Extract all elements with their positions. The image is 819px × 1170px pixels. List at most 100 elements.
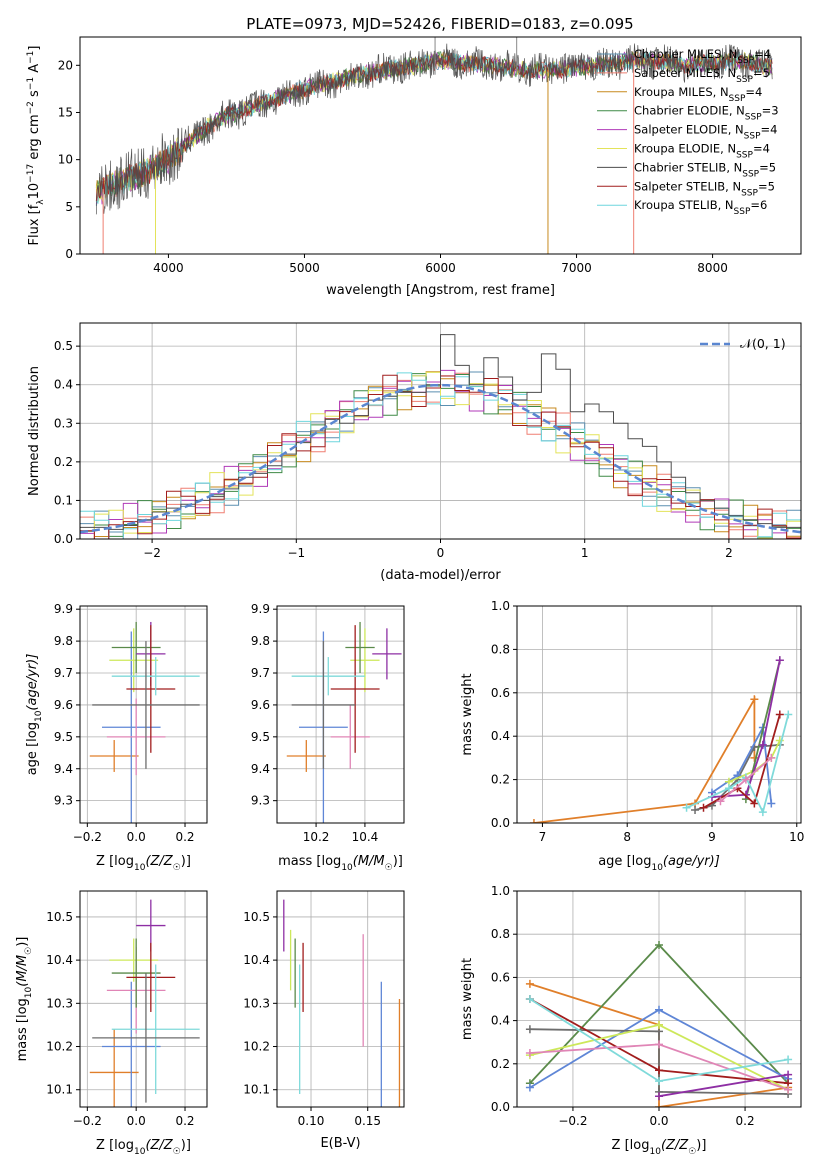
age_vs_mass-ytick-label: 9.7 <box>251 666 270 680</box>
spectrum-ylabel-part: A <box>27 64 42 77</box>
age_vs_Z-xtick-label: −0.2 <box>73 830 102 844</box>
residuals-ylabel: Normed distribution <box>27 366 42 496</box>
spectrum-ytick-label: 15 <box>58 105 73 119</box>
chart-mass_vs_Z: −0.2 0.0 0.210.110.210.310.410.5Z [log10(Z… <box>15 890 208 1157</box>
spectrum-ylabel-part: s <box>27 90 42 101</box>
residuals-ytick-label: 0.4 <box>54 378 73 392</box>
age-vs-z-xlabel-part: )] <box>181 854 191 869</box>
weight_vs_age-series-line <box>533 695 756 823</box>
spectrum-ylabel-part: Flux [f <box>27 204 42 245</box>
residuals-ytick-label: 0.0 <box>54 532 73 546</box>
chart-weight_vs_Z: −0.2 0.0 0.2 0.0 0.2 0.4 0.6 0.8 1.0 Z [log10(Z/Z… <box>460 884 802 1157</box>
weight_vs_Z-marker <box>655 1040 663 1049</box>
legend-label-krou_elodie-part: Kroupa ELODIE, N <box>634 142 736 156</box>
legend-label-krou_miles-part: Kroupa MILES, N <box>634 85 729 99</box>
weight_vs_Z-marker <box>525 979 534 988</box>
age_vs_mass-ytick-label: 9.8 <box>251 634 270 648</box>
chart-spectrum: 4000 5000 6000 7000 8000 0 5 10 15 20 Chabrier MIL… <box>26 36 802 298</box>
chart-age_vs_mass: 10.2 10.4 9.3 9.4 9.5 9.6 9.7 9.8 9.9 mass [log10… <box>251 602 405 873</box>
weight_vs_Z-xlabel: Z [log10(Z/Z☉)] <box>612 1138 707 1157</box>
legend-label-krou_miles: Kroupa MILES, NSSP=4 <box>634 85 762 104</box>
weight_vs_Z-ytick-label: 0.2 <box>491 1057 510 1071</box>
spectrum-ylabel-part: 10 <box>27 183 42 200</box>
age_vs_mass-grid <box>277 606 404 823</box>
mass_vs_Z-xtick-label: −0.2 <box>73 1114 102 1128</box>
weight_vs_age-xtick-label: 7 <box>539 830 547 844</box>
age-vs-mass-xlabel-part: )] <box>393 854 403 869</box>
weight_vs_age-marker <box>699 803 708 812</box>
age_vs_mass-frame <box>276 605 405 824</box>
residuals-ytick-label: 0.3 <box>54 416 73 430</box>
age-vs-z-xlabel-part: Z [log <box>96 854 134 869</box>
mass_vs_Z-xtick-label: 0.2 <box>175 1114 194 1128</box>
weight_vs_age-marker <box>750 799 759 808</box>
weight_vs_age-marker <box>775 656 784 665</box>
weight_vs_age-content <box>529 656 793 823</box>
age_vs_mass-ytick-label: 9.6 <box>251 698 270 712</box>
residuals-xtick-label: 2 <box>725 546 733 560</box>
figure-title: PLATE=0973, MJD=52426, FIBERID=0183, z=0… <box>246 15 633 33</box>
spectrum-ylabel-part: −2 <box>26 101 36 114</box>
weight_vs_Z-ytick-label: 0.4 <box>491 1014 510 1028</box>
weight_vs_age-series-line <box>711 724 773 804</box>
legend-label-krou_elodie-part: =4 <box>753 142 770 156</box>
weight_vs_Z-ylabel: mass weight <box>460 958 475 1040</box>
age-vs-z-ylabel-part: 10 <box>34 710 44 722</box>
weight_vs_Z-marker <box>784 1055 793 1064</box>
weight_vs_age-ylabel: mass weight <box>460 673 475 755</box>
mass-vs-z-ylabel-part: )] <box>15 937 30 947</box>
residuals-ytick-label: 0.5 <box>54 339 73 353</box>
mass-vs-z-ylabel-part: mass [log <box>15 998 30 1061</box>
mass-vs-ebv-xlabel: E(B-V) <box>320 1136 360 1151</box>
age-vs-z-xlabel-part: 10 <box>134 863 146 873</box>
weight_vs_Z-marker <box>525 1049 534 1057</box>
mass-vs-z-ylabel-part: 10 <box>24 986 34 998</box>
legend-label-krou_miles-part: SSP <box>729 94 746 104</box>
age_vs_mass-xtick-label: 10.2 <box>303 830 330 844</box>
residuals-ytick-label: 0.1 <box>54 493 73 507</box>
weight_vs_Z-marker <box>655 1092 663 1101</box>
spectrum-xtick-label: 8000 <box>697 261 728 275</box>
age_vs_Z-ytick-label: 9.9 <box>54 602 73 616</box>
age_vs_mass-ytick-label: 9.5 <box>251 730 270 744</box>
weight_vs_Z-marker <box>655 941 663 949</box>
mass_vs_ebv-frame <box>276 890 405 1108</box>
legend-label-krou_stelib-part: SSP <box>734 207 751 217</box>
spectrum-ylabel-part: −1 <box>26 51 36 64</box>
chart-age_vs_Z: −0.2 0.0 0.29.39.49.59.69.79.89.9Z [log10(… <box>25 602 208 873</box>
legend-label-chab_miles-part: Chabrier MILES, N <box>634 47 737 61</box>
weight_vs_Z-xlabel-part: Z [log <box>612 1138 650 1153</box>
residuals-xtick-label: 0 <box>437 546 445 560</box>
age-vs-mass-xlabel-part: (M/M <box>353 854 385 869</box>
legend-label-chab_elodie-part: Chabrier ELODIE, N <box>634 104 745 118</box>
mass_vs_ebv-xtick-label: 0.10 <box>298 1114 325 1128</box>
weight_vs_Z-ytick-label: 1.0 <box>491 884 510 898</box>
weight_vs_Z-marker <box>655 1005 663 1014</box>
mass_vs_Z-grid <box>80 891 207 1107</box>
weight_vs_Z-ytick-label: 0.0 <box>491 1100 510 1114</box>
weight_vs_age-ytick-label: 0.0 <box>491 816 510 830</box>
age_vs_mass-content <box>286 621 402 823</box>
weight_vs_Z-marker <box>525 1083 534 1092</box>
weight_vs_age-ytick-label: 0.6 <box>491 686 510 700</box>
age-vs-z-ylabel: age [log10(age/yr)] <box>25 654 44 776</box>
mass-vs-z-xlabel-part: Z [log <box>96 1138 134 1153</box>
age_vs_mass-ytick-label: 9.9 <box>251 602 270 616</box>
mass-vs-z-xlabel-part: (Z/Z <box>145 1138 173 1153</box>
legend-label-salp_stelib-part: SSP <box>741 188 758 198</box>
weight_vs_age-marker <box>750 753 759 762</box>
age-vs-mass-xlabel-part: mass [log <box>278 854 341 869</box>
weight_vs_Z-marker <box>655 1020 663 1029</box>
legend-label-chab_elodie-part: =3 <box>762 104 779 118</box>
legend-label-chab_stelib: Chabrier STELIB, NSSP=5 <box>634 160 776 179</box>
legend-label-krou_stelib: Kroupa STELIB, NSSP=6 <box>634 198 767 217</box>
age_vs_Z-content <box>89 621 200 823</box>
spectrum-ytick-label: 20 <box>58 58 73 72</box>
mass-vs-z-ylabel-part: ☉ <box>24 947 34 955</box>
legend-label-chab_miles-part: =4 <box>754 47 771 61</box>
weight_vs_age-series-line <box>711 660 781 798</box>
residuals-frame <box>79 322 802 540</box>
weight_vs_Z-xlabel-part: )] <box>696 1138 706 1153</box>
